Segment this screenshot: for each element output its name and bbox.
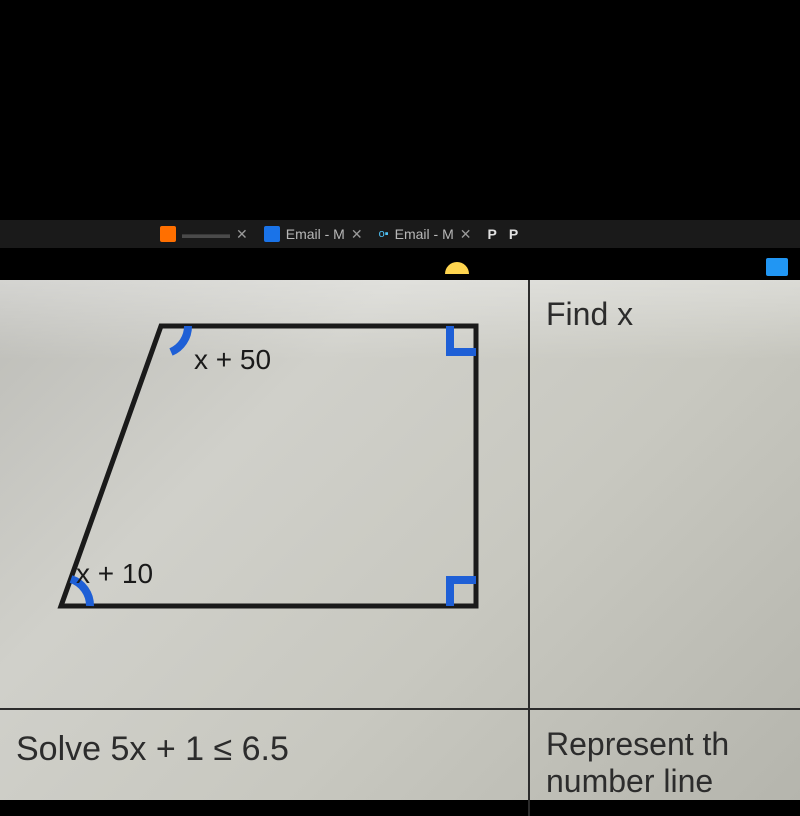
quadrilateral-diagram: x + 50 x + 10 bbox=[16, 296, 512, 692]
angle-label: x + 10 bbox=[76, 558, 153, 590]
tab-label: Email - M bbox=[395, 226, 454, 242]
right-angle-marker bbox=[450, 326, 476, 352]
cursor-indicator bbox=[445, 262, 469, 274]
tab-item[interactable]: P P bbox=[487, 226, 518, 242]
close-icon[interactable]: ✕ bbox=[351, 226, 363, 243]
browser-tab-bar: ▬▬▬▬ ✕ Email - M ✕ o▪ Email - M ✕ P P bbox=[0, 220, 800, 248]
favicon-icon bbox=[264, 226, 280, 242]
close-icon[interactable]: ✕ bbox=[460, 226, 472, 243]
tab-label: ▬▬▬▬ bbox=[182, 227, 230, 241]
toolbar-chip bbox=[766, 258, 788, 276]
diagram-cell: x + 50 x + 10 bbox=[0, 280, 530, 710]
right-angle-marker bbox=[450, 580, 476, 606]
angle-label: x + 50 bbox=[194, 344, 271, 376]
tab-item[interactable]: Email - M ✕ bbox=[264, 226, 363, 243]
instruction-text: Represent th bbox=[546, 726, 784, 763]
tab-item[interactable]: ▬▬▬▬ ✕ bbox=[160, 226, 248, 243]
tab-item[interactable]: o▪ Email - M ✕ bbox=[379, 226, 472, 243]
tab-partial: P bbox=[509, 226, 518, 242]
favicon-icon: P bbox=[487, 226, 496, 242]
worksheet-row-1: x + 50 x + 10 Find x bbox=[0, 280, 800, 710]
close-icon[interactable]: ✕ bbox=[236, 226, 248, 243]
question-cell: Solve 5x + 1 ≤ 6.5 bbox=[0, 710, 530, 816]
favicon-icon: o▪ bbox=[379, 228, 389, 240]
angle-arc-marker bbox=[171, 326, 188, 352]
quad-svg bbox=[36, 306, 516, 646]
worksheet: x + 50 x + 10 Find x Solve 5x + 1 ≤ 6.5 … bbox=[0, 280, 800, 800]
question-text: Solve 5x + 1 ≤ 6.5 bbox=[16, 730, 512, 769]
instruction-text: number line bbox=[546, 763, 784, 800]
instruction-cell: Find x bbox=[530, 280, 800, 710]
instruction-cell: Represent th number line bbox=[530, 710, 800, 816]
favicon-icon bbox=[160, 226, 176, 242]
worksheet-row-2: Solve 5x + 1 ≤ 6.5 Represent th number l… bbox=[0, 710, 800, 800]
tab-label: Email - M bbox=[286, 226, 345, 242]
instruction-text: Find x bbox=[546, 296, 784, 333]
